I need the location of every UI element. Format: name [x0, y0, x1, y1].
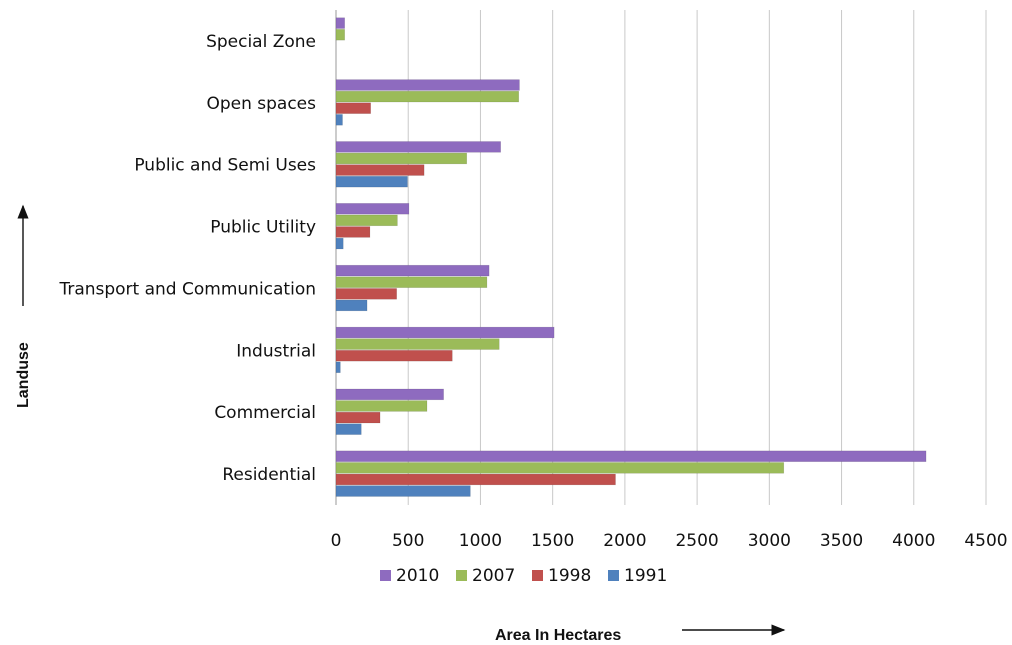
bar-commercial-1991	[335, 423, 362, 435]
bar-public-and-semi-uses-1991	[335, 175, 408, 188]
bar-special-zone-2010	[335, 17, 345, 29]
bar-public-utility-1991	[335, 237, 344, 250]
bar-industrial-2010	[335, 326, 555, 339]
x-tick-2500: 2500	[675, 531, 718, 551]
bar-open-spaces-1998	[335, 102, 371, 114]
bar-commercial-2007	[335, 400, 428, 412]
y-axis-title: Landuse	[15, 342, 32, 408]
x-tick-4500: 4500	[964, 531, 1007, 551]
x-tick-0: 0	[331, 531, 342, 551]
x-tick-3000: 3000	[748, 531, 791, 551]
x-tick-labels: 0 500 1000 1500 2000 2500 3000 3500 4000 4500	[331, 531, 1008, 551]
x-tick-3500: 3500	[820, 531, 863, 551]
bar-commercial-2010	[335, 388, 444, 401]
x-tick-500: 500	[392, 531, 424, 551]
bar-transport-and-communication-2010	[335, 264, 490, 277]
bar-public-utility-2010	[335, 203, 410, 215]
bar-transport-and-communication-1991	[335, 299, 368, 312]
legend-label-2010: 2010	[396, 566, 439, 586]
bar-transport-and-communication-2007	[335, 276, 488, 288]
bar-residential-2010	[335, 450, 927, 462]
category-label-public-and-semi-uses: Public and Semi Uses	[134, 156, 316, 176]
x-tick-1500: 1500	[531, 531, 574, 551]
category-label-commercial: Commercial	[214, 403, 316, 423]
legend-swatch-1998	[532, 570, 543, 581]
category-label-special-zone: Special Zone	[206, 32, 316, 52]
category-label-residential: Residential	[222, 465, 316, 485]
bar-residential-2007	[335, 462, 785, 474]
legend: 2010 2007 1998 1991	[380, 566, 667, 586]
bar-special-zone-2007	[335, 29, 345, 41]
bar-residential-1991	[335, 485, 471, 497]
bar-open-spaces-2010	[335, 79, 520, 91]
bar-public-and-semi-uses-2010	[335, 141, 501, 153]
bar-public-and-semi-uses-1998	[335, 164, 425, 176]
bar-public-and-semi-uses-2007	[335, 152, 468, 165]
legend-label-1998: 1998	[548, 566, 591, 586]
category-label-transport-and-communication: Transport and Communication	[58, 279, 316, 299]
category-label-open-spaces: Open spaces	[206, 94, 316, 114]
legend-swatch-2007	[456, 570, 467, 581]
category-label-industrial: Industrial	[236, 341, 316, 361]
legend-label-2007: 2007	[472, 566, 515, 586]
legend-swatch-2010	[380, 570, 391, 581]
legend-swatch-1991	[608, 570, 619, 581]
x-tick-1000: 1000	[459, 531, 502, 551]
bar-industrial-2007	[335, 338, 500, 350]
category-label-public-utility: Public Utility	[210, 218, 316, 238]
category-labels: Special Zone Open spaces Public and Semi U…	[58, 32, 316, 485]
bar-residential-1998	[335, 473, 616, 486]
bar-industrial-1998	[335, 350, 453, 362]
bar-open-spaces-2007	[335, 90, 520, 103]
bar-industrial-1991	[335, 361, 341, 374]
bar-public-utility-1998	[335, 226, 371, 238]
bar-public-utility-2007	[335, 214, 398, 227]
x-tick-2000: 2000	[603, 531, 646, 551]
bars	[335, 17, 927, 497]
x-axis-title: Area In Hectares	[495, 627, 621, 644]
legend-label-1991: 1991	[624, 566, 667, 586]
bar-commercial-1998	[335, 411, 381, 424]
x-tick-4000: 4000	[892, 531, 935, 551]
bar-transport-and-communication-1998	[335, 288, 397, 300]
bar-open-spaces-1991	[335, 114, 343, 126]
